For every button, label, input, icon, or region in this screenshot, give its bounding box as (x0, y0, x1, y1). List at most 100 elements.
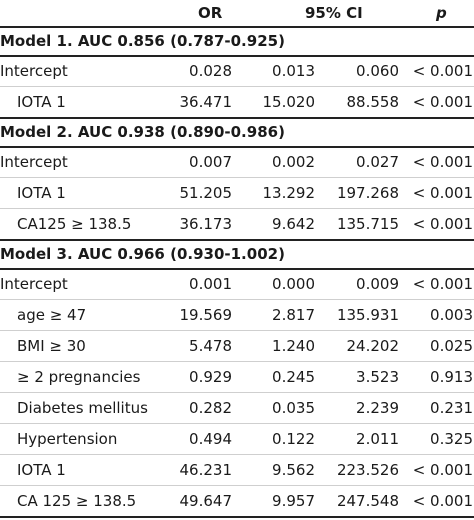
or-value: 0.929 (189, 367, 232, 386)
row-label: ≥ 2 pregnancies (17, 367, 141, 386)
row-label: age ≥ 47 (17, 305, 87, 324)
p-value: 0.231 (430, 398, 473, 417)
table-row: Intercept 0.028 0.013 0.060 < 0.001 (0, 55, 474, 86)
ci-low-value: 2.817 (272, 305, 315, 324)
or-value: 36.173 (179, 214, 233, 233)
or-value: 0.028 (189, 61, 232, 80)
model-title: Model 3. AUC 0.966 (0.930-1.002) (0, 244, 285, 263)
row-label: BMI ≥ 30 (17, 336, 86, 355)
p-value: 0.003 (430, 305, 473, 324)
ci-high-value: 0.009 (356, 274, 399, 293)
row-divider (0, 208, 474, 209)
ci-low-value: 9.957 (272, 491, 315, 510)
ci-low-value: 0.122 (272, 429, 315, 448)
or-value: 36.471 (179, 92, 233, 111)
table-row: CA125 ≥ 138.5 36.173 9.642 135.715 < 0.0… (0, 208, 474, 239)
model-rule (0, 117, 474, 119)
model-rule (0, 268, 474, 270)
p-value: < 0.001 (412, 152, 473, 171)
p-value: 0.913 (430, 367, 473, 386)
row-label: CA 125 ≥ 138.5 (17, 491, 137, 510)
row-divider (0, 454, 474, 455)
table-row: IOTA 1 46.231 9.562 223.526 < 0.001 (0, 454, 474, 485)
p-value: < 0.001 (412, 92, 473, 111)
row-divider (0, 86, 474, 87)
ci-high-value: 0.027 (356, 152, 399, 171)
p-value: < 0.001 (412, 183, 473, 202)
header-rule (0, 26, 474, 28)
table-row: ≥ 2 pregnancies 0.929 0.245 3.523 0.913 (0, 361, 474, 392)
or-value: 49.647 (179, 491, 233, 510)
row-label: Intercept (0, 61, 68, 80)
ci-high-value: 197.268 (336, 183, 399, 202)
model-title-row: Model 3. AUC 0.966 (0.930-1.002) (0, 239, 474, 268)
header-or: OR (198, 4, 223, 22)
ci-high-value: 247.548 (336, 491, 399, 510)
ci-low-value: 1.240 (272, 336, 315, 355)
or-value: 0.007 (189, 152, 232, 171)
p-value: < 0.001 (412, 460, 473, 479)
table-bottom-rule (0, 516, 474, 518)
row-label: IOTA 1 (17, 460, 66, 479)
or-value: 51.205 (179, 183, 233, 202)
p-value: 0.025 (430, 336, 473, 355)
row-divider (0, 423, 474, 424)
ci-high-value: 2.239 (356, 398, 399, 417)
ci-low-value: 9.642 (272, 214, 315, 233)
or-value: 0.001 (189, 274, 232, 293)
ci-high-value: 223.526 (336, 460, 399, 479)
row-label: Hypertension (17, 429, 118, 448)
ci-low-value: 0.013 (272, 61, 315, 80)
table-row: Intercept 0.007 0.002 0.027 < 0.001 (0, 146, 474, 177)
model-title: Model 2. AUC 0.938 (0.890-0.986) (0, 122, 285, 141)
row-divider (0, 330, 474, 331)
ci-low-value: 0.000 (272, 274, 315, 293)
ci-high-value: 24.202 (346, 336, 400, 355)
or-value: 46.231 (179, 460, 233, 479)
p-value: < 0.001 (412, 491, 473, 510)
p-value: < 0.001 (412, 214, 473, 233)
table-row: Intercept 0.001 0.000 0.009 < 0.001 (0, 268, 474, 299)
or-value: 5.478 (189, 336, 232, 355)
model-title: Model 1. AUC 0.856 (0.787-0.925) (0, 31, 285, 50)
row-divider (0, 361, 474, 362)
table-row: IOTA 1 36.471 15.020 88.558 < 0.001 (0, 86, 474, 117)
ci-high-value: 88.558 (346, 92, 400, 111)
header-p: p (436, 4, 447, 22)
row-divider (0, 485, 474, 486)
ci-low-value: 9.562 (272, 460, 315, 479)
row-divider (0, 392, 474, 393)
row-divider (0, 177, 474, 178)
table-row: Diabetes mellitus 0.282 0.035 2.239 0.23… (0, 392, 474, 423)
or-value: 19.569 (179, 305, 233, 324)
table-row: CA 125 ≥ 138.5 49.647 9.957 247.548 < 0.… (0, 485, 474, 516)
p-value: < 0.001 (412, 274, 473, 293)
table-row: Hypertension 0.494 0.122 2.011 0.325 (0, 423, 474, 454)
model-rule (0, 55, 474, 57)
row-label: CA125 ≥ 138.5 (17, 214, 132, 233)
model-rule (0, 239, 474, 241)
ci-low-value: 15.020 (262, 92, 316, 111)
row-label: IOTA 1 (17, 183, 66, 202)
table-row: BMI ≥ 30 5.478 1.240 24.202 0.025 (0, 330, 474, 361)
ci-low-value: 13.292 (262, 183, 316, 202)
row-label: Diabetes mellitus (17, 398, 148, 417)
row-label: Intercept (0, 152, 68, 171)
row-divider (0, 299, 474, 300)
model-rule (0, 146, 474, 148)
table-header: OR 95% CI p (0, 0, 474, 26)
p-value: 0.325 (430, 429, 473, 448)
table-row: age ≥ 47 19.569 2.817 135.931 0.003 (0, 299, 474, 330)
or-value: 0.494 (189, 429, 232, 448)
ci-low-value: 0.035 (272, 398, 315, 417)
model-title-row: Model 2. AUC 0.938 (0.890-0.986) (0, 117, 474, 146)
ci-high-value: 0.060 (356, 61, 399, 80)
model-title-row: Model 1. AUC 0.856 (0.787-0.925) (0, 26, 474, 55)
ci-high-value: 135.715 (336, 214, 399, 233)
ci-low-value: 0.002 (272, 152, 315, 171)
row-label: IOTA 1 (17, 92, 66, 111)
ci-high-value: 135.931 (336, 305, 399, 324)
ci-high-value: 2.011 (356, 429, 399, 448)
row-label: Intercept (0, 274, 68, 293)
